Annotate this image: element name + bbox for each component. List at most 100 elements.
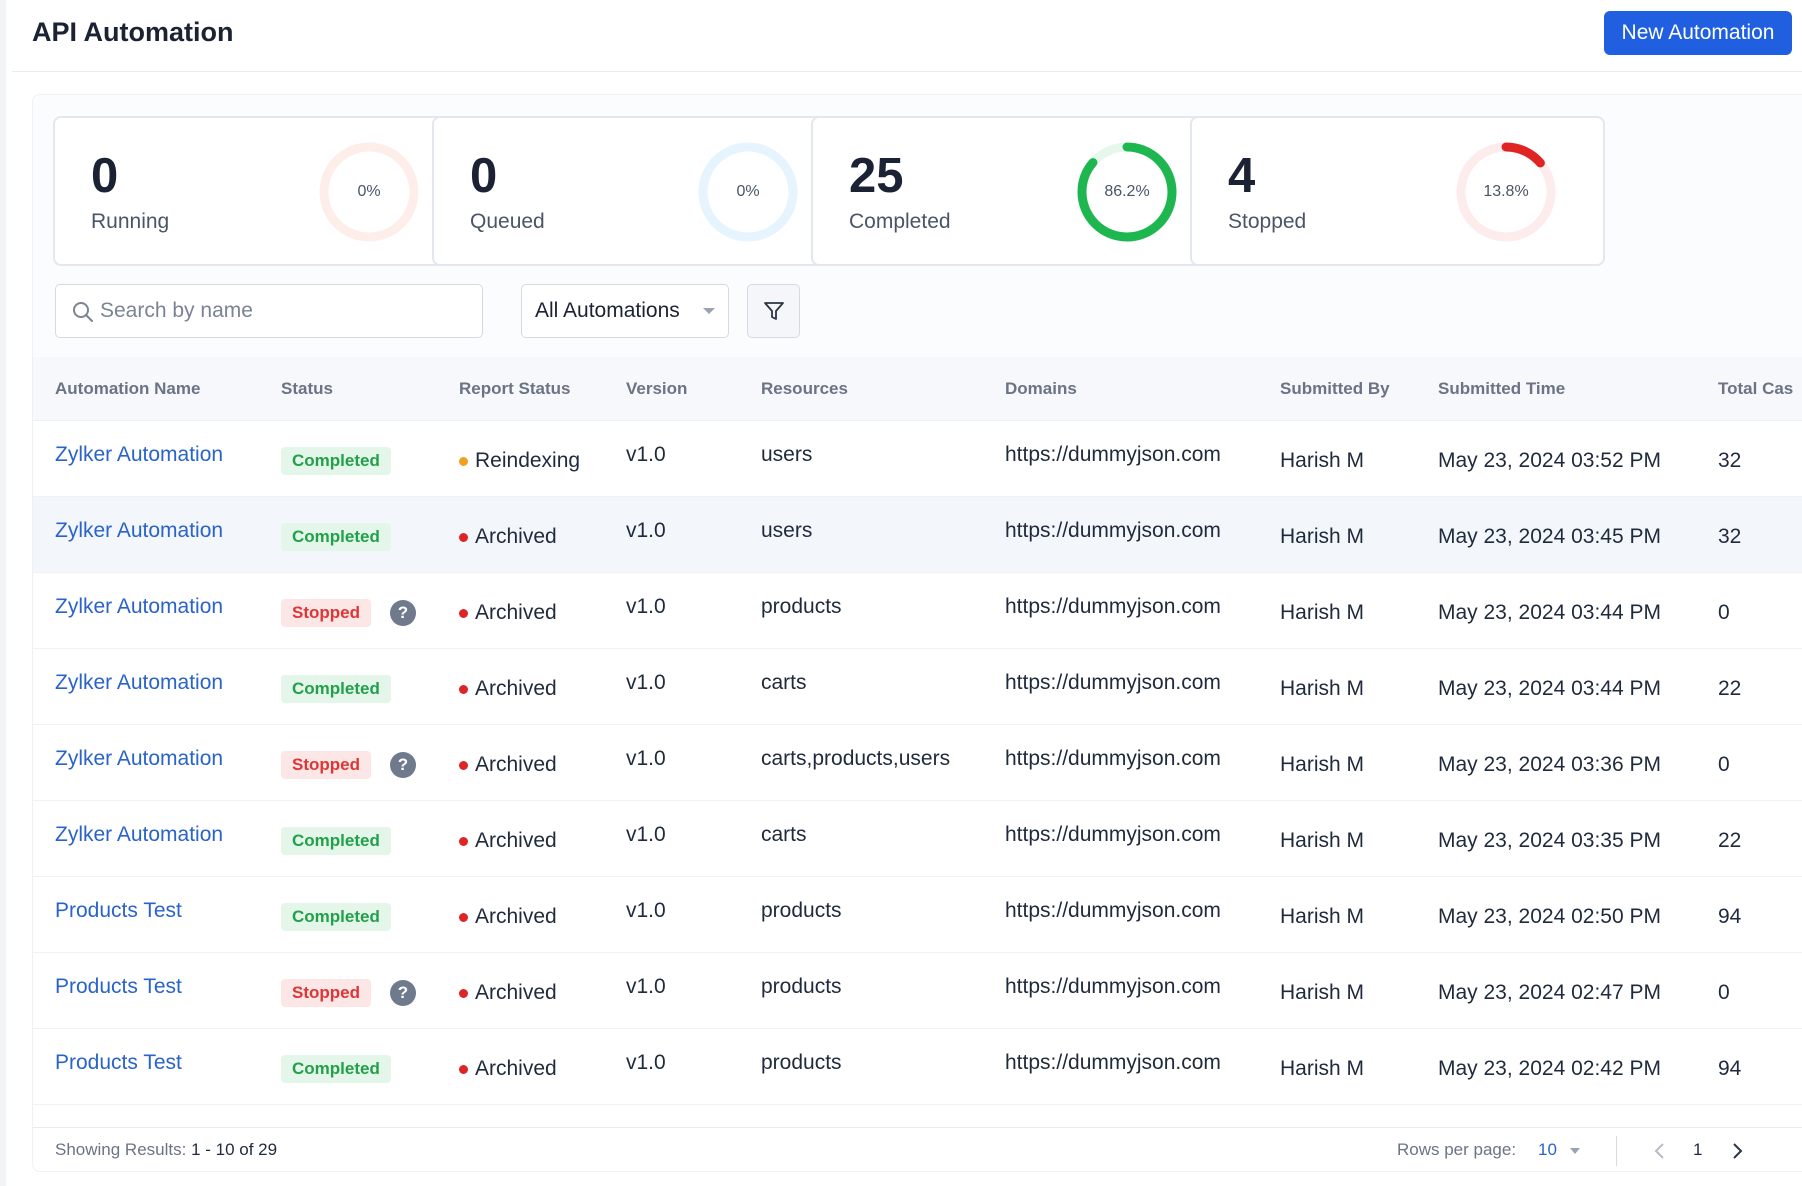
domain: https://dummyjson.com bbox=[1005, 899, 1221, 922]
submitted-time: May 23, 2024 03:52 PM bbox=[1438, 449, 1661, 472]
version: v1.0 bbox=[626, 671, 666, 694]
table-row[interactable]: Products Test Completed Archived v1.0 produc… bbox=[33, 877, 1802, 953]
submitted-by: Harish M bbox=[1280, 905, 1365, 928]
table-row[interactable]: Products Test Completed Archived v1.0 produc… bbox=[33, 1029, 1802, 1105]
content-panel: 0 Running 0% 0 Queued 0% 25 Completed 86.2% 4 Stop… bbox=[32, 94, 1802, 1172]
showing-results: Showing Results: 1 - 10 of 29 bbox=[55, 1140, 277, 1160]
report-status: Archived bbox=[475, 677, 557, 700]
version: v1.0 bbox=[626, 899, 666, 922]
report-status: Archived bbox=[475, 981, 557, 1004]
stat-card-running: 0 Running 0% bbox=[53, 116, 468, 266]
progress-ring-track bbox=[698, 142, 798, 242]
progress-percent: 0% bbox=[357, 183, 381, 200]
domain: https://dummyjson.com bbox=[1005, 595, 1221, 618]
column-header[interactable]: Domains bbox=[1005, 379, 1077, 398]
submitted-time: May 23, 2024 02:47 PM bbox=[1438, 981, 1661, 1004]
progress-ring: 0% bbox=[696, 140, 800, 244]
help-icon[interactable]: ? bbox=[390, 980, 416, 1006]
chevron-down-icon bbox=[703, 308, 715, 314]
total-cases: 32 bbox=[1718, 525, 1742, 548]
column-header[interactable]: Version bbox=[626, 379, 688, 398]
automation-name-link[interactable]: Products Test bbox=[55, 1051, 182, 1074]
status-badge: Completed bbox=[281, 1055, 391, 1083]
progress-ring: 13.8% bbox=[1454, 140, 1558, 244]
total-cases: 0 bbox=[1718, 981, 1730, 1004]
report-status: Archived bbox=[475, 753, 557, 776]
domain: https://dummyjson.com bbox=[1005, 443, 1221, 466]
resources: carts bbox=[761, 671, 807, 694]
rows-per-page-select[interactable]: 10 bbox=[1538, 1140, 1557, 1159]
version: v1.0 bbox=[626, 975, 666, 998]
stat-label: Running bbox=[91, 210, 170, 233]
column-header[interactable]: Report Status bbox=[459, 379, 571, 398]
column-header[interactable]: Status bbox=[281, 379, 333, 398]
automation-name-link[interactable]: Zylker Automation bbox=[55, 671, 224, 694]
automation-name-link[interactable]: Zylker Automation bbox=[55, 595, 224, 618]
table-row[interactable]: Zylker Automation Completed Archived v1.0 us… bbox=[33, 497, 1802, 573]
total-cases: 94 bbox=[1718, 905, 1742, 928]
progress-ring-arc bbox=[1077, 142, 1177, 242]
report-status-dot bbox=[459, 533, 468, 542]
next-page-icon[interactable] bbox=[1730, 1142, 1744, 1160]
column-header[interactable]: Resources bbox=[761, 379, 848, 398]
domain: https://dummyjson.com bbox=[1005, 1051, 1221, 1074]
filter-button[interactable] bbox=[747, 284, 800, 338]
progress-ring-graphic bbox=[319, 142, 419, 242]
domain: https://dummyjson.com bbox=[1005, 975, 1221, 998]
report-status-dot bbox=[459, 761, 468, 770]
select-value: All Automations bbox=[535, 299, 680, 322]
table-row[interactable]: Zylker Automation Completed Archived v1.0 ca… bbox=[33, 649, 1802, 725]
column-header[interactable]: Submitted Time bbox=[1438, 379, 1566, 398]
previous-page-icon[interactable] bbox=[1653, 1142, 1667, 1160]
total-cases: 94 bbox=[1718, 1057, 1742, 1080]
progress-ring: 86.2% bbox=[1075, 140, 1179, 244]
automation-name-link[interactable]: Products Test bbox=[55, 975, 182, 998]
column-header[interactable]: Total Cas bbox=[1718, 379, 1794, 398]
chevron-down-icon[interactable] bbox=[1569, 1147, 1581, 1155]
resources: products bbox=[761, 595, 842, 618]
progress-percent: 13.8% bbox=[1483, 183, 1529, 200]
submitted-time: May 23, 2024 03:45 PM bbox=[1438, 525, 1661, 548]
submitted-by: Harish M bbox=[1280, 525, 1365, 548]
automation-name-link[interactable]: Products Test bbox=[55, 899, 182, 922]
report-status-dot bbox=[459, 989, 468, 998]
automation-name-link[interactable]: Zylker Automation bbox=[55, 443, 224, 466]
search-box[interactable] bbox=[55, 284, 483, 338]
submitted-by: Harish M bbox=[1280, 601, 1365, 624]
stat-value: 0 bbox=[91, 149, 119, 203]
domain: https://dummyjson.com bbox=[1005, 519, 1221, 542]
automation-filter-select[interactable]: All Automations bbox=[521, 284, 729, 338]
toolbar: All Automations bbox=[55, 284, 1802, 338]
automation-name-link[interactable]: Zylker Automation bbox=[55, 823, 224, 846]
stat-value: 0 bbox=[470, 149, 498, 203]
report-status: Archived bbox=[475, 525, 557, 548]
search-input[interactable] bbox=[100, 286, 470, 336]
report-status: Archived bbox=[475, 601, 557, 624]
total-cases: 0 bbox=[1718, 601, 1730, 624]
help-icon[interactable]: ? bbox=[390, 600, 416, 626]
help-icon[interactable]: ? bbox=[390, 752, 416, 778]
total-cases: 22 bbox=[1718, 829, 1742, 852]
current-page[interactable]: 1 bbox=[1693, 1140, 1703, 1159]
version: v1.0 bbox=[626, 747, 666, 770]
automation-name-link[interactable]: Zylker Automation bbox=[55, 747, 224, 770]
table-row[interactable]: Zylker Automation Completed Archived v1.0 ca… bbox=[33, 801, 1802, 877]
new-automation-button[interactable]: New Automation bbox=[1604, 11, 1792, 55]
table-row[interactable]: Products Test Stopped? Archived v1.0 product… bbox=[33, 953, 1802, 1029]
showing-range: 1 - 10 of 29 bbox=[191, 1140, 278, 1159]
table-row[interactable]: Zylker Automation Stopped? Archived v1.0 car… bbox=[33, 725, 1802, 801]
automation-name-link[interactable]: Zylker Automation bbox=[55, 519, 224, 542]
table-row[interactable]: Zylker Automation Completed Reindexing v1.0… bbox=[33, 421, 1802, 497]
column-header[interactable]: Submitted By bbox=[1280, 379, 1390, 398]
submitted-by: Harish M bbox=[1280, 981, 1365, 1004]
submitted-time: May 23, 2024 03:44 PM bbox=[1438, 677, 1661, 700]
stat-label: Completed bbox=[849, 210, 951, 233]
submitted-time: May 23, 2024 02:42 PM bbox=[1438, 1057, 1661, 1080]
submitted-by: Harish M bbox=[1280, 677, 1365, 700]
progress-percent: 86.2% bbox=[1104, 183, 1150, 200]
stat-card-stopped: 4 Stopped 13.8% bbox=[1190, 116, 1605, 266]
table-row[interactable]: Zylker Automation Stopped? Archived v1.0 pro… bbox=[33, 573, 1802, 649]
column-header[interactable]: Automation Name bbox=[55, 379, 201, 398]
report-status-dot bbox=[459, 609, 468, 618]
